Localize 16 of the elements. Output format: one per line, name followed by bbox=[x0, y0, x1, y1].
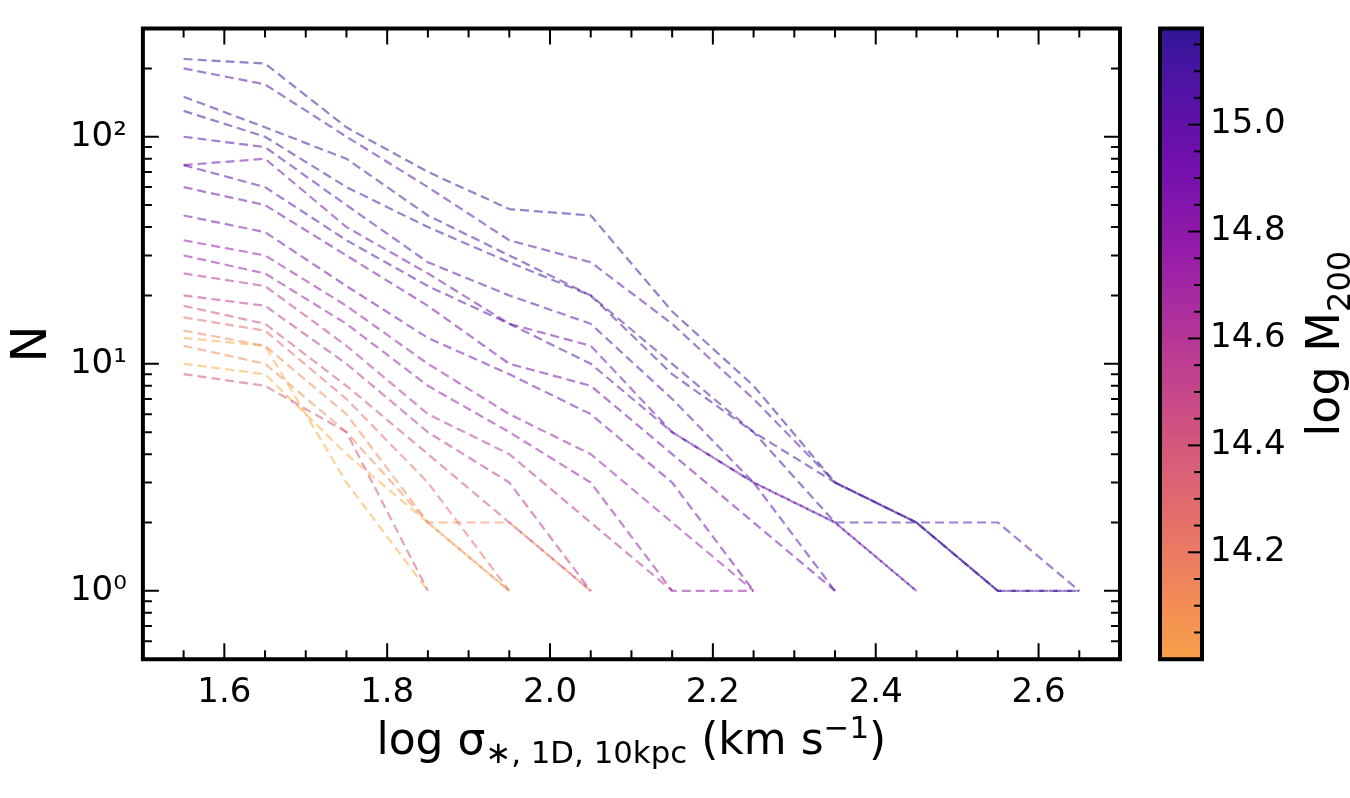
x-tick-label: 2.0 bbox=[522, 670, 578, 711]
x-tick-label: 2.6 bbox=[1011, 670, 1066, 711]
color-bar-label: 14.2 bbox=[1210, 529, 1286, 570]
color-bar-label: 14.4 bbox=[1210, 422, 1286, 463]
x-tick-label: 2.4 bbox=[848, 670, 903, 711]
x-tick-label: 1.8 bbox=[360, 670, 415, 711]
color-bar-label: 14.6 bbox=[1210, 315, 1286, 356]
y-tick-label: 10¹ bbox=[69, 340, 127, 381]
y-tick-label: 10⁰ bbox=[69, 567, 127, 608]
x-tick-label: 2.2 bbox=[685, 670, 740, 711]
x-tick-label: 1.6 bbox=[197, 670, 252, 711]
color-bar-label: 14.8 bbox=[1210, 208, 1286, 249]
y-axis-title: N bbox=[0, 325, 58, 363]
color-bar-label: 15.0 bbox=[1210, 101, 1286, 142]
y-tick-label: 10² bbox=[69, 113, 127, 154]
x-axis-title: log σ$_{∗, 1D, 10kpc}$ (km s$^{−1}$) bbox=[376, 709, 887, 771]
